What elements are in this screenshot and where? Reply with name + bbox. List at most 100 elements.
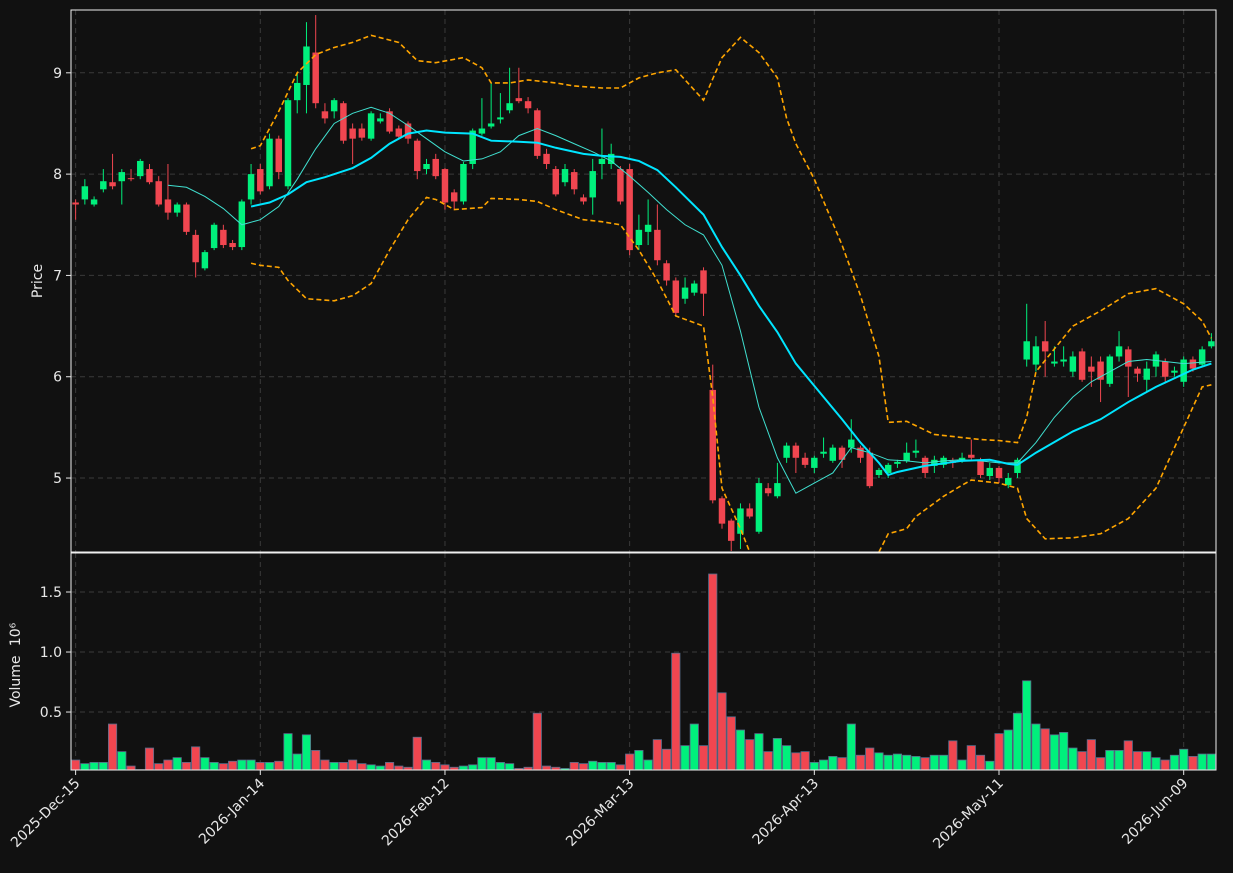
overlay-line (167, 106, 1212, 494)
volume-bar (828, 756, 838, 770)
candle-body (210, 224, 218, 249)
candle-body (1023, 341, 1030, 360)
volume-bar (948, 740, 958, 770)
volume-bar (375, 765, 385, 770)
y-tick-label: 0.5 (40, 705, 62, 721)
x-tick-label: 2026-Feb-12 (379, 776, 453, 850)
volume-bar (865, 747, 875, 770)
candle-body (884, 464, 892, 473)
candle-body (829, 447, 837, 461)
volume-bar (929, 754, 939, 770)
y-axis-scale: 10⁶ (8, 622, 24, 646)
volume-bar (89, 762, 99, 770)
volume-bar (200, 757, 210, 770)
volume-bar (855, 754, 866, 770)
candle-body (718, 498, 726, 524)
volume-bar (819, 759, 829, 770)
y-axis-label: Price (30, 264, 46, 298)
volume-bar (662, 748, 672, 770)
volume-bar (80, 763, 90, 770)
candle-body (349, 128, 356, 139)
volume-bar (107, 723, 118, 770)
candle-body (774, 483, 781, 497)
candle-body (727, 520, 735, 541)
volume-bar (163, 759, 173, 770)
volume-bar (523, 766, 533, 770)
volume-bar (939, 754, 949, 770)
y-tick-label: 5 (53, 471, 62, 487)
volume-bar (1169, 754, 1180, 770)
candle-body (432, 158, 439, 177)
volume-bar (477, 757, 487, 770)
candle-body (1143, 368, 1150, 380)
volume-bar (431, 762, 441, 770)
candle-body (183, 204, 190, 232)
candle-body (700, 270, 707, 294)
volume-bar (698, 745, 709, 770)
candle-body (571, 172, 578, 190)
volume-bar (98, 762, 108, 770)
candle-body (875, 469, 883, 476)
candle-body (469, 130, 476, 164)
volume-bar (117, 751, 127, 770)
candle-body (977, 459, 984, 476)
volume-bar (1031, 723, 1041, 770)
candle-body (764, 488, 772, 494)
candle-body (266, 138, 273, 187)
volume-bar (1012, 712, 1023, 770)
candle-body (118, 172, 126, 182)
volume-bar (892, 753, 902, 770)
candle-body (1041, 341, 1049, 352)
volume-bar (1197, 753, 1207, 770)
volume-bar (883, 754, 893, 770)
x-tick-label: 2026-May-11 (930, 776, 1007, 853)
volume-bar (578, 763, 589, 770)
candle-body (1189, 359, 1197, 369)
volume-bar (1040, 728, 1050, 770)
volume-bar (1086, 739, 1096, 770)
x-tick-label: 2026-Mar-13 (563, 776, 637, 850)
candle-body (709, 389, 716, 501)
candle-body (441, 169, 449, 203)
volume-bar (209, 762, 219, 770)
candle-body (737, 508, 744, 534)
volume-bar (957, 759, 967, 770)
volume-bar (329, 762, 339, 770)
volume-bar (772, 738, 782, 770)
volume-bar (985, 760, 995, 770)
volume-bar (1188, 756, 1198, 770)
x-tick-label: 2026-Jun-09 (1119, 776, 1191, 848)
candle-body (1078, 351, 1086, 380)
volume-bar (680, 745, 690, 770)
candle-body (1097, 361, 1104, 380)
candle-body (1125, 349, 1132, 367)
volume-bar (385, 762, 395, 770)
candle-body (478, 128, 486, 134)
volume-bar (994, 733, 1004, 770)
volume-bar (320, 759, 330, 770)
candle-body (607, 153, 615, 164)
candle-body (561, 169, 569, 183)
volume-bar (348, 759, 358, 770)
candle-body (801, 457, 809, 465)
volume-bar (643, 759, 653, 770)
candle-body (220, 229, 227, 246)
candle-body (644, 224, 652, 232)
candle-body (635, 229, 643, 246)
candle-body (894, 461, 901, 464)
candle-body (866, 452, 873, 487)
volume-bar (911, 756, 921, 770)
volume-bar (237, 759, 247, 770)
candle-body (1088, 366, 1095, 372)
candle-body (848, 439, 855, 448)
candle-body (293, 82, 301, 101)
candle-body (1180, 359, 1187, 382)
candle-body (820, 451, 827, 454)
volume-bar (311, 750, 321, 770)
overlay-line (250, 129, 1212, 477)
volume-bar (735, 729, 746, 770)
volume-bar (763, 751, 773, 770)
volume-bar (292, 753, 302, 770)
candle-body (340, 103, 347, 141)
